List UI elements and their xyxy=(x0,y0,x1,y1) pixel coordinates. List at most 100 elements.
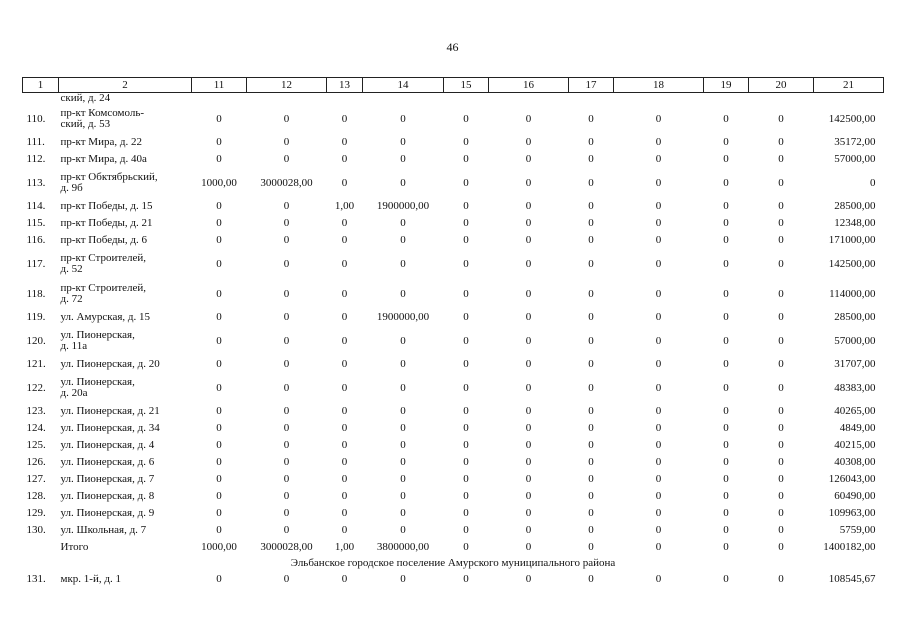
cell-11: 0 xyxy=(216,200,222,212)
header-cell: 17 xyxy=(568,77,614,93)
cell-16: 0 xyxy=(525,200,532,212)
cell-20: 0 xyxy=(778,456,784,468)
cell-17: 0 xyxy=(588,136,594,148)
cell-19: 0 xyxy=(723,439,729,451)
address-line: д. 11а xyxy=(60,340,88,352)
row-address: мкр. 1-й, д. 1 xyxy=(59,571,192,588)
row-address: ул. Пионерская, д. 34 xyxy=(59,420,192,437)
cell-17: 0 xyxy=(588,405,594,417)
cell-16: 0 xyxy=(525,112,532,125)
cell-11: 1000,00 xyxy=(201,541,237,553)
cell-15: 0 xyxy=(463,473,469,485)
cell-11: 0 xyxy=(216,524,222,536)
cell-15: 0 xyxy=(463,176,469,189)
cell-11: 0 xyxy=(216,422,222,434)
row-address: ул. Амурская, д. 15 xyxy=(59,309,192,326)
cell-16: 0 xyxy=(525,473,532,485)
cell-12: 0 xyxy=(283,439,290,451)
cell-12: 0 xyxy=(283,136,290,148)
row-number: 129. xyxy=(26,507,46,519)
cell-12: 0 xyxy=(283,234,290,246)
cell-15: 0 xyxy=(463,456,469,468)
cell-21: 28500,00 xyxy=(834,311,876,323)
cell-13: 1,00 xyxy=(334,541,355,553)
header-cell: 21 xyxy=(813,77,884,93)
cell-11: 0 xyxy=(216,234,222,246)
cell-13: 0 xyxy=(341,456,348,468)
cell-12: 0 xyxy=(283,473,290,485)
address-line: пр-кт Победы, д. 15 xyxy=(60,200,153,212)
header-cell: 19 xyxy=(703,77,749,93)
cell-20: 0 xyxy=(778,217,784,229)
cell-11: 0 xyxy=(216,257,222,270)
row-address: пр-кт Комсомоль-ский, д. 53 xyxy=(59,104,192,134)
table-row: 120. ул. Пионерская, д. 11а 0 0 0 0 0 0 0 0 0 0 57000… xyxy=(23,326,884,356)
cell-17: 0 xyxy=(588,358,594,370)
cell-15: 0 xyxy=(463,422,469,434)
cell-11: 0 xyxy=(216,573,222,585)
header-cell: 14 xyxy=(362,77,444,93)
cell-19: 0 xyxy=(723,524,729,536)
cell-12: 0 xyxy=(283,311,290,323)
cell-11: 0 xyxy=(216,217,222,229)
cell-14: 0 xyxy=(400,287,406,300)
cell-17: 0 xyxy=(588,257,594,270)
table-row: 112. пр-кт Мира, д. 40а 0 0 0 0 0 0 0 0 0 0 57000,00 xyxy=(23,151,884,168)
page-number: 46 xyxy=(446,40,459,54)
cell-15: 0 xyxy=(463,257,469,270)
cell-21: 40265,00 xyxy=(834,405,876,417)
row-number: 118. xyxy=(26,287,46,300)
cell-19: 0 xyxy=(723,287,729,300)
address-line: Итого xyxy=(60,541,89,553)
cell-12: 0 xyxy=(283,257,290,270)
row-address: ул. Пионерская, д. 4 xyxy=(59,437,192,454)
cell-16: 0 xyxy=(525,136,532,148)
cell-13: 0 xyxy=(341,217,348,229)
cell-15: 0 xyxy=(463,490,469,502)
cell-13: 0 xyxy=(341,153,348,165)
cell-15: 0 xyxy=(463,381,469,394)
table-row: 113. пр-кт Обктябрьский, д. 9б 1000,00 30000… xyxy=(23,168,884,198)
table-row: 128. ул. Пионерская, д. 8 0 0 0 0 0 0 0 0 0 0 60490,… xyxy=(23,488,884,505)
row-address: ул. Пионерская, д. 9 xyxy=(59,505,192,522)
cell-14: 0 xyxy=(400,439,406,451)
table-row: 125. ул. Пионерская, д. 4 0 0 0 0 0 0 0 0 0 0 40215,… xyxy=(23,437,884,454)
cell-15: 0 xyxy=(463,358,469,370)
address-line: пр-кт Строителей, xyxy=(60,252,147,264)
cell-19: 0 xyxy=(723,112,729,125)
row-number: 115. xyxy=(26,217,46,229)
cell-16: 0 xyxy=(525,490,532,502)
address-line: пр-кт Комсомоль- xyxy=(60,107,145,119)
cell-14: 0 xyxy=(400,176,406,189)
row-number: 119. xyxy=(26,311,46,323)
address-line: ул. Пионерская, д. 9 xyxy=(60,507,155,519)
cell-20: 0 xyxy=(778,112,784,125)
cell-14: 0 xyxy=(400,257,406,270)
cell-18: 0 xyxy=(655,456,662,468)
row-address: пр-кт Победы, д. 6 xyxy=(59,232,192,249)
table-row: 131. мкр. 1-й, д. 1 0 0 0 0 0 0 0 0 0 0 108545,67 xyxy=(23,571,884,588)
address-line: д. 9б xyxy=(60,182,83,194)
cell-14: 0 xyxy=(400,217,406,229)
cell-21: 31707,00 xyxy=(834,358,876,370)
row-address: пр-кт Строителей, д. 52 xyxy=(59,249,192,279)
table-row: 115. пр-кт Победы, д. 21 0 0 0 0 0 0 0 0 0 0 12348,0… xyxy=(23,215,884,232)
total-row: Итого 1000,00 3000028,00 1,00 3800000,00 0 0 0 0… xyxy=(23,539,884,556)
cell-11: 0 xyxy=(216,473,222,485)
table-row: 130. ул. Школьная, д. 7 0 0 0 0 0 0 0 0 0 0 5759,00 xyxy=(23,522,884,539)
row-address: пр-кт Обктябрьский, д. 9б xyxy=(59,168,192,198)
cell-11: 1000,00 xyxy=(201,176,237,189)
cell-20: 0 xyxy=(778,136,784,148)
row-number: 130. xyxy=(26,524,46,536)
cell-12: 0 xyxy=(283,217,290,229)
cell-11: 0 xyxy=(216,136,222,148)
cell-21: 142500,00 xyxy=(828,257,876,270)
header-cell: 15 xyxy=(443,77,489,93)
cell-20: 0 xyxy=(778,257,784,270)
header-row: 1 2 11 12 13 14 15 16 17 18 19 20 21 xyxy=(22,77,884,93)
cell-14: 0 xyxy=(400,405,406,417)
cell-20: 0 xyxy=(778,334,784,347)
cell-13: 0 xyxy=(341,176,348,189)
cell-14: 0 xyxy=(400,473,406,485)
cell-17: 0 xyxy=(588,573,594,585)
